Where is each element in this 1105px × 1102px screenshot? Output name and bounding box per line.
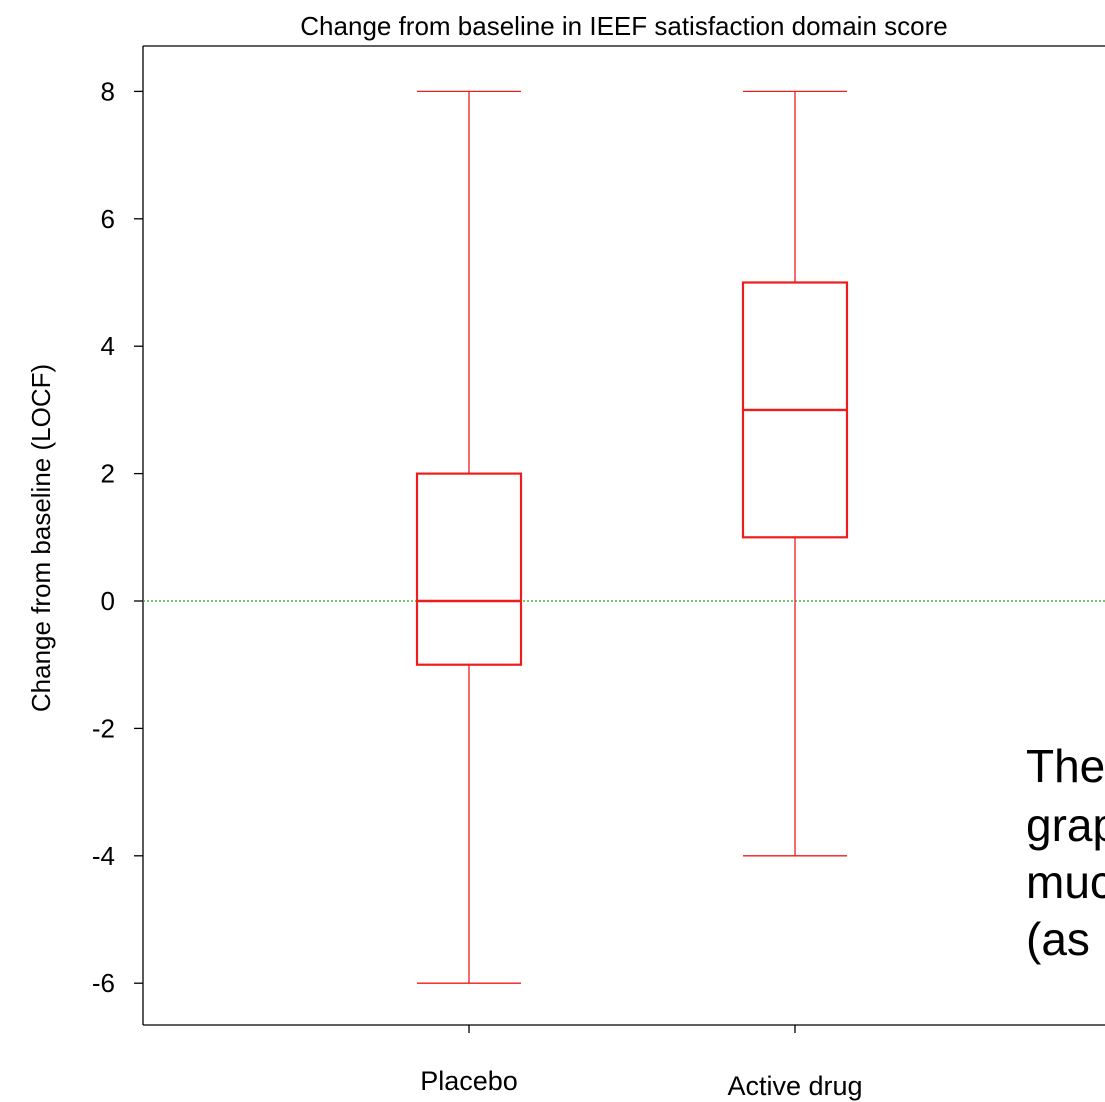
y-tick-label: 6	[101, 204, 115, 234]
chart-title: Change from baseline in IEEF satisfactio…	[300, 11, 947, 41]
overlay-text-line: grap	[1026, 799, 1105, 851]
overlay-text-line: muc	[1026, 856, 1105, 908]
y-tick-label: -6	[92, 968, 115, 998]
plot-frame	[142, 45, 1105, 1026]
iqr-box	[415, 472, 523, 666]
x-tick-label: Placebo	[420, 1066, 518, 1096]
overlay-text: The grapmuc(as	[1026, 740, 1105, 965]
y-tick-label: -4	[92, 841, 115, 871]
y-tick-label: 0	[101, 586, 115, 616]
y-axis: -6 -4 -2 0 2 4 6 8	[92, 76, 143, 998]
boxes-layer	[415, 90, 849, 984]
overlay-text-line: The	[1026, 740, 1105, 792]
y-axis-label: Change from baseline (LOCF)	[26, 364, 56, 712]
x-axis: Placebo Active drug	[420, 1025, 863, 1101]
box-active-drug	[741, 90, 849, 857]
y-tick-label: 4	[101, 331, 115, 361]
overlay-text-line: (as	[1026, 913, 1090, 965]
y-tick-label: -2	[92, 713, 115, 743]
y-tick-label: 2	[101, 459, 115, 489]
x-tick-label: Active drug	[727, 1071, 862, 1101]
y-tick-label: 8	[101, 76, 115, 106]
box-placebo	[415, 90, 523, 984]
